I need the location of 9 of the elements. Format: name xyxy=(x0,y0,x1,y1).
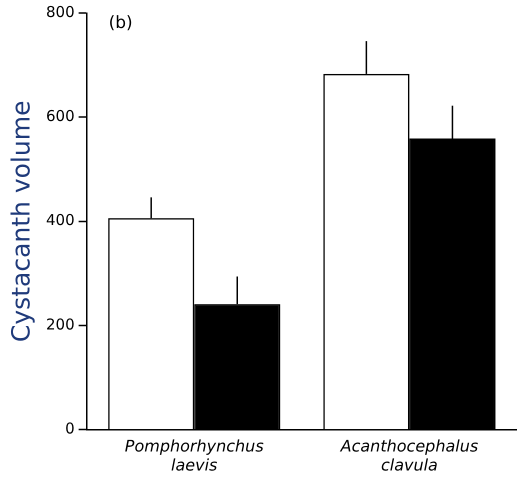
y-axis-title: Cystacanth volume xyxy=(6,100,36,342)
y-tick-label: 800 xyxy=(46,2,75,21)
x-tick-label: Acanthocephalus clavula xyxy=(340,436,478,475)
y-tick-label: 600 xyxy=(46,107,75,126)
annotation: (b) xyxy=(108,12,133,33)
y-tick-label: 200 xyxy=(46,315,75,334)
y-tick-label: 0 xyxy=(65,419,75,438)
x-tick-label: Pomphorhynchus laevis xyxy=(124,436,264,475)
y-tick-label: 400 xyxy=(46,211,75,230)
